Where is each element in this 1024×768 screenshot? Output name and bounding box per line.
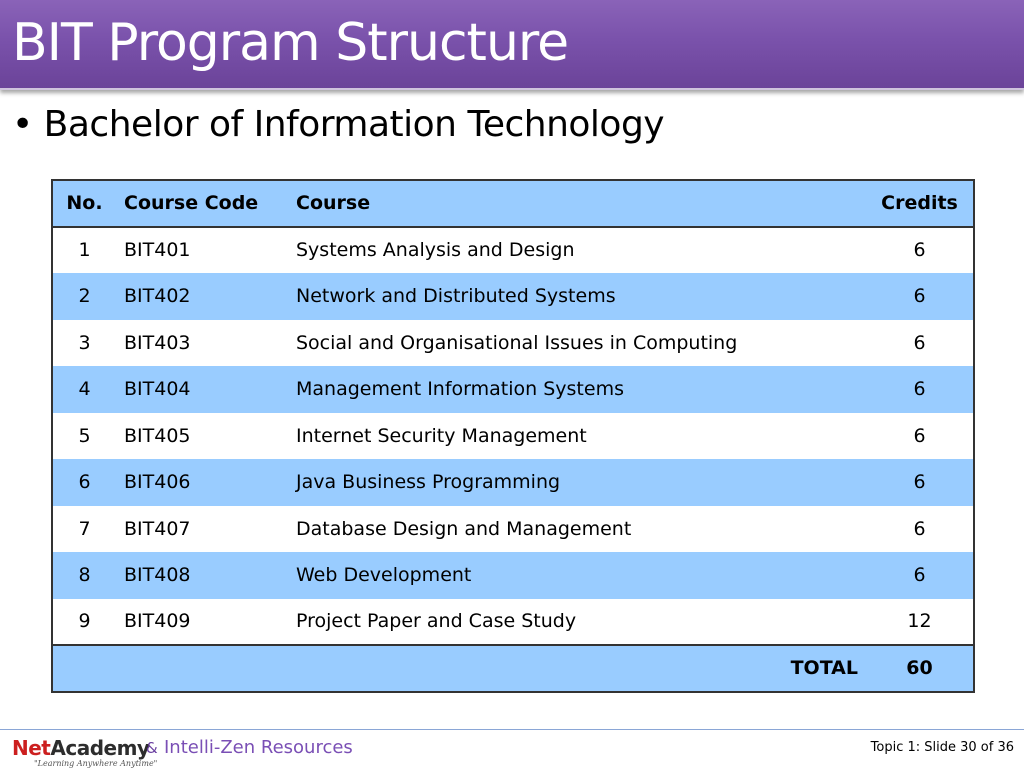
row-code: BIT409 bbox=[124, 610, 191, 633]
row-no: 5 bbox=[78, 424, 91, 447]
row-no: 1 bbox=[78, 239, 91, 262]
row-course: Management Information Systems bbox=[296, 378, 624, 401]
row-course: Web Development bbox=[296, 564, 472, 587]
title-bar: BIT Program Structure bbox=[0, 0, 1024, 90]
table-row: 6 BIT406 Java Business Programming 6 bbox=[52, 459, 974, 506]
row-course: Java Business Programming bbox=[296, 471, 561, 494]
row-code: BIT403 bbox=[124, 331, 191, 354]
course-table: No. Course Code Course Credits 1 BIT401 … bbox=[51, 179, 975, 693]
footer-ampersand: & bbox=[146, 739, 158, 757]
header-course-code: Course Code bbox=[116, 180, 288, 228]
netacademy-logo: NetAcademy "Learning Anywhere Anytime" bbox=[12, 736, 157, 768]
row-course: Systems Analysis and Design bbox=[296, 239, 575, 262]
row-credits: 6 bbox=[913, 517, 926, 540]
footer-partner-name: Intelli-Zen Resources bbox=[164, 737, 353, 758]
row-credits: 6 bbox=[913, 239, 926, 262]
row-credits: 6 bbox=[913, 471, 926, 494]
table-total-row: TOTAL 60 bbox=[52, 644, 974, 692]
header-credits: Credits bbox=[866, 180, 974, 228]
row-no: 3 bbox=[78, 331, 91, 354]
total-label: TOTAL bbox=[52, 644, 866, 692]
row-code: BIT407 bbox=[124, 517, 191, 540]
row-no: 4 bbox=[78, 378, 91, 401]
row-no: 9 bbox=[78, 610, 91, 633]
table-row: 5 BIT405 Internet Security Management 6 bbox=[52, 412, 974, 459]
logo-net-text: Net bbox=[12, 736, 51, 760]
row-code: BIT408 bbox=[124, 564, 191, 587]
row-course: Database Design and Management bbox=[296, 517, 632, 540]
row-code: BIT406 bbox=[124, 471, 191, 494]
table-header-row: No. Course Code Course Credits bbox=[52, 180, 974, 228]
logo-tagline: "Learning Anywhere Anytime" bbox=[34, 759, 158, 768]
table-row: 4 BIT404 Management Information Systems … bbox=[52, 366, 974, 413]
logo-academy-text: Academy bbox=[50, 736, 150, 760]
row-credits: 6 bbox=[913, 285, 926, 308]
row-credits: 6 bbox=[913, 424, 926, 447]
total-value: 60 bbox=[866, 644, 974, 692]
row-credits: 6 bbox=[913, 564, 926, 587]
row-no: 8 bbox=[78, 564, 91, 587]
row-credits: 12 bbox=[907, 610, 932, 633]
table-row: 8 BIT408 Web Development 6 bbox=[52, 552, 974, 599]
row-course: Social and Organisational Issues in Comp… bbox=[296, 331, 738, 354]
row-credits: 6 bbox=[913, 378, 926, 401]
header-no: No. bbox=[52, 180, 116, 228]
row-credits: 6 bbox=[913, 331, 926, 354]
row-course: Network and Distributed Systems bbox=[296, 285, 616, 308]
row-code: BIT402 bbox=[124, 285, 191, 308]
slide-title: BIT Program Structure bbox=[12, 13, 569, 73]
footer-divider bbox=[0, 729, 1024, 730]
table-row: 2 BIT402 Network and Distributed Systems… bbox=[52, 273, 974, 320]
row-no: 6 bbox=[78, 471, 91, 494]
row-course: Internet Security Management bbox=[296, 424, 587, 447]
table-row: 9 BIT409 Project Paper and Case Study 12 bbox=[52, 598, 974, 645]
table-row: 3 BIT403 Social and Organisational Issue… bbox=[52, 319, 974, 366]
row-course: Project Paper and Case Study bbox=[296, 610, 577, 633]
header-course: Course bbox=[288, 180, 866, 228]
row-no: 2 bbox=[78, 285, 91, 308]
row-code: BIT401 bbox=[124, 239, 191, 262]
row-code: BIT404 bbox=[124, 378, 191, 401]
slide-number: Topic 1: Slide 30 of 36 bbox=[870, 740, 1014, 755]
table-row: 1 BIT401 Systems Analysis and Design 6 bbox=[52, 226, 974, 273]
slide-subtitle: • Bachelor of Information Technology bbox=[12, 104, 665, 145]
row-code: BIT405 bbox=[124, 424, 191, 447]
row-no: 7 bbox=[78, 517, 91, 540]
table-row: 7 BIT407 Database Design and Management … bbox=[52, 505, 974, 552]
